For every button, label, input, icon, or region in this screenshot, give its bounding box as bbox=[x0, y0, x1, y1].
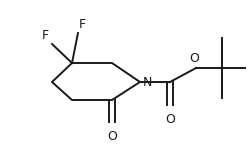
Text: O: O bbox=[107, 130, 117, 143]
Text: F: F bbox=[79, 18, 86, 31]
Text: O: O bbox=[165, 113, 175, 126]
Text: F: F bbox=[42, 29, 49, 42]
Text: N: N bbox=[143, 76, 152, 88]
Text: O: O bbox=[189, 52, 199, 65]
